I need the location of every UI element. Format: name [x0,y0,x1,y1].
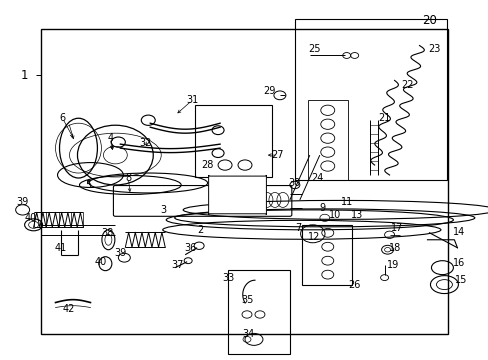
Text: 42: 42 [62,305,75,315]
Text: 19: 19 [386,260,398,270]
Text: 23: 23 [427,44,440,54]
Text: 29: 29 [263,86,276,96]
Text: 28: 28 [201,160,213,170]
Text: 7: 7 [294,223,300,233]
Bar [294,19,447,180]
Text: 3: 3 [160,205,166,215]
Bar [227,270,289,354]
FancyBboxPatch shape [208,175,266,215]
Text: 14: 14 [452,227,465,237]
Text: 9: 9 [319,203,325,213]
Text: 4: 4 [107,133,113,143]
Text: 38: 38 [101,228,113,238]
Bar [195,105,271,177]
Text: 36: 36 [183,243,196,253]
Text: 34: 34 [242,329,254,339]
Text: 1: 1 [21,69,28,82]
Text: 17: 17 [390,223,403,233]
Text: 27: 27 [271,150,284,160]
Bar [301,225,351,285]
Text: 40: 40 [24,213,37,223]
Text: 32: 32 [139,138,151,148]
Text: 5: 5 [85,180,91,190]
Text: 2: 2 [197,225,203,235]
Text: 12: 12 [307,232,319,242]
Text: 11: 11 [340,197,352,207]
Text: 21: 21 [378,113,390,123]
Text: 31: 31 [185,95,198,105]
Text: 40: 40 [94,257,106,267]
FancyBboxPatch shape [113,185,291,216]
Text: 8: 8 [125,173,131,183]
Text: 37: 37 [171,260,183,270]
Text: 33: 33 [222,273,234,283]
Text: 6: 6 [60,113,65,123]
Text: 20: 20 [421,14,436,27]
Text: 39: 39 [17,197,29,207]
Text: 16: 16 [452,258,465,268]
Text: 39: 39 [114,248,126,258]
Text: 24: 24 [311,173,324,183]
Text: 41: 41 [54,243,66,253]
Text: 10: 10 [328,210,340,220]
Text: 35: 35 [241,294,254,305]
Text: 13: 13 [350,210,362,220]
Text: 30: 30 [288,178,301,188]
Text: 15: 15 [454,275,467,285]
Text: 18: 18 [388,243,401,253]
Bar [41,28,447,334]
Text: 22: 22 [401,80,413,90]
Bar [307,100,347,180]
Text: 26: 26 [348,280,360,289]
Text: 25: 25 [308,44,321,54]
